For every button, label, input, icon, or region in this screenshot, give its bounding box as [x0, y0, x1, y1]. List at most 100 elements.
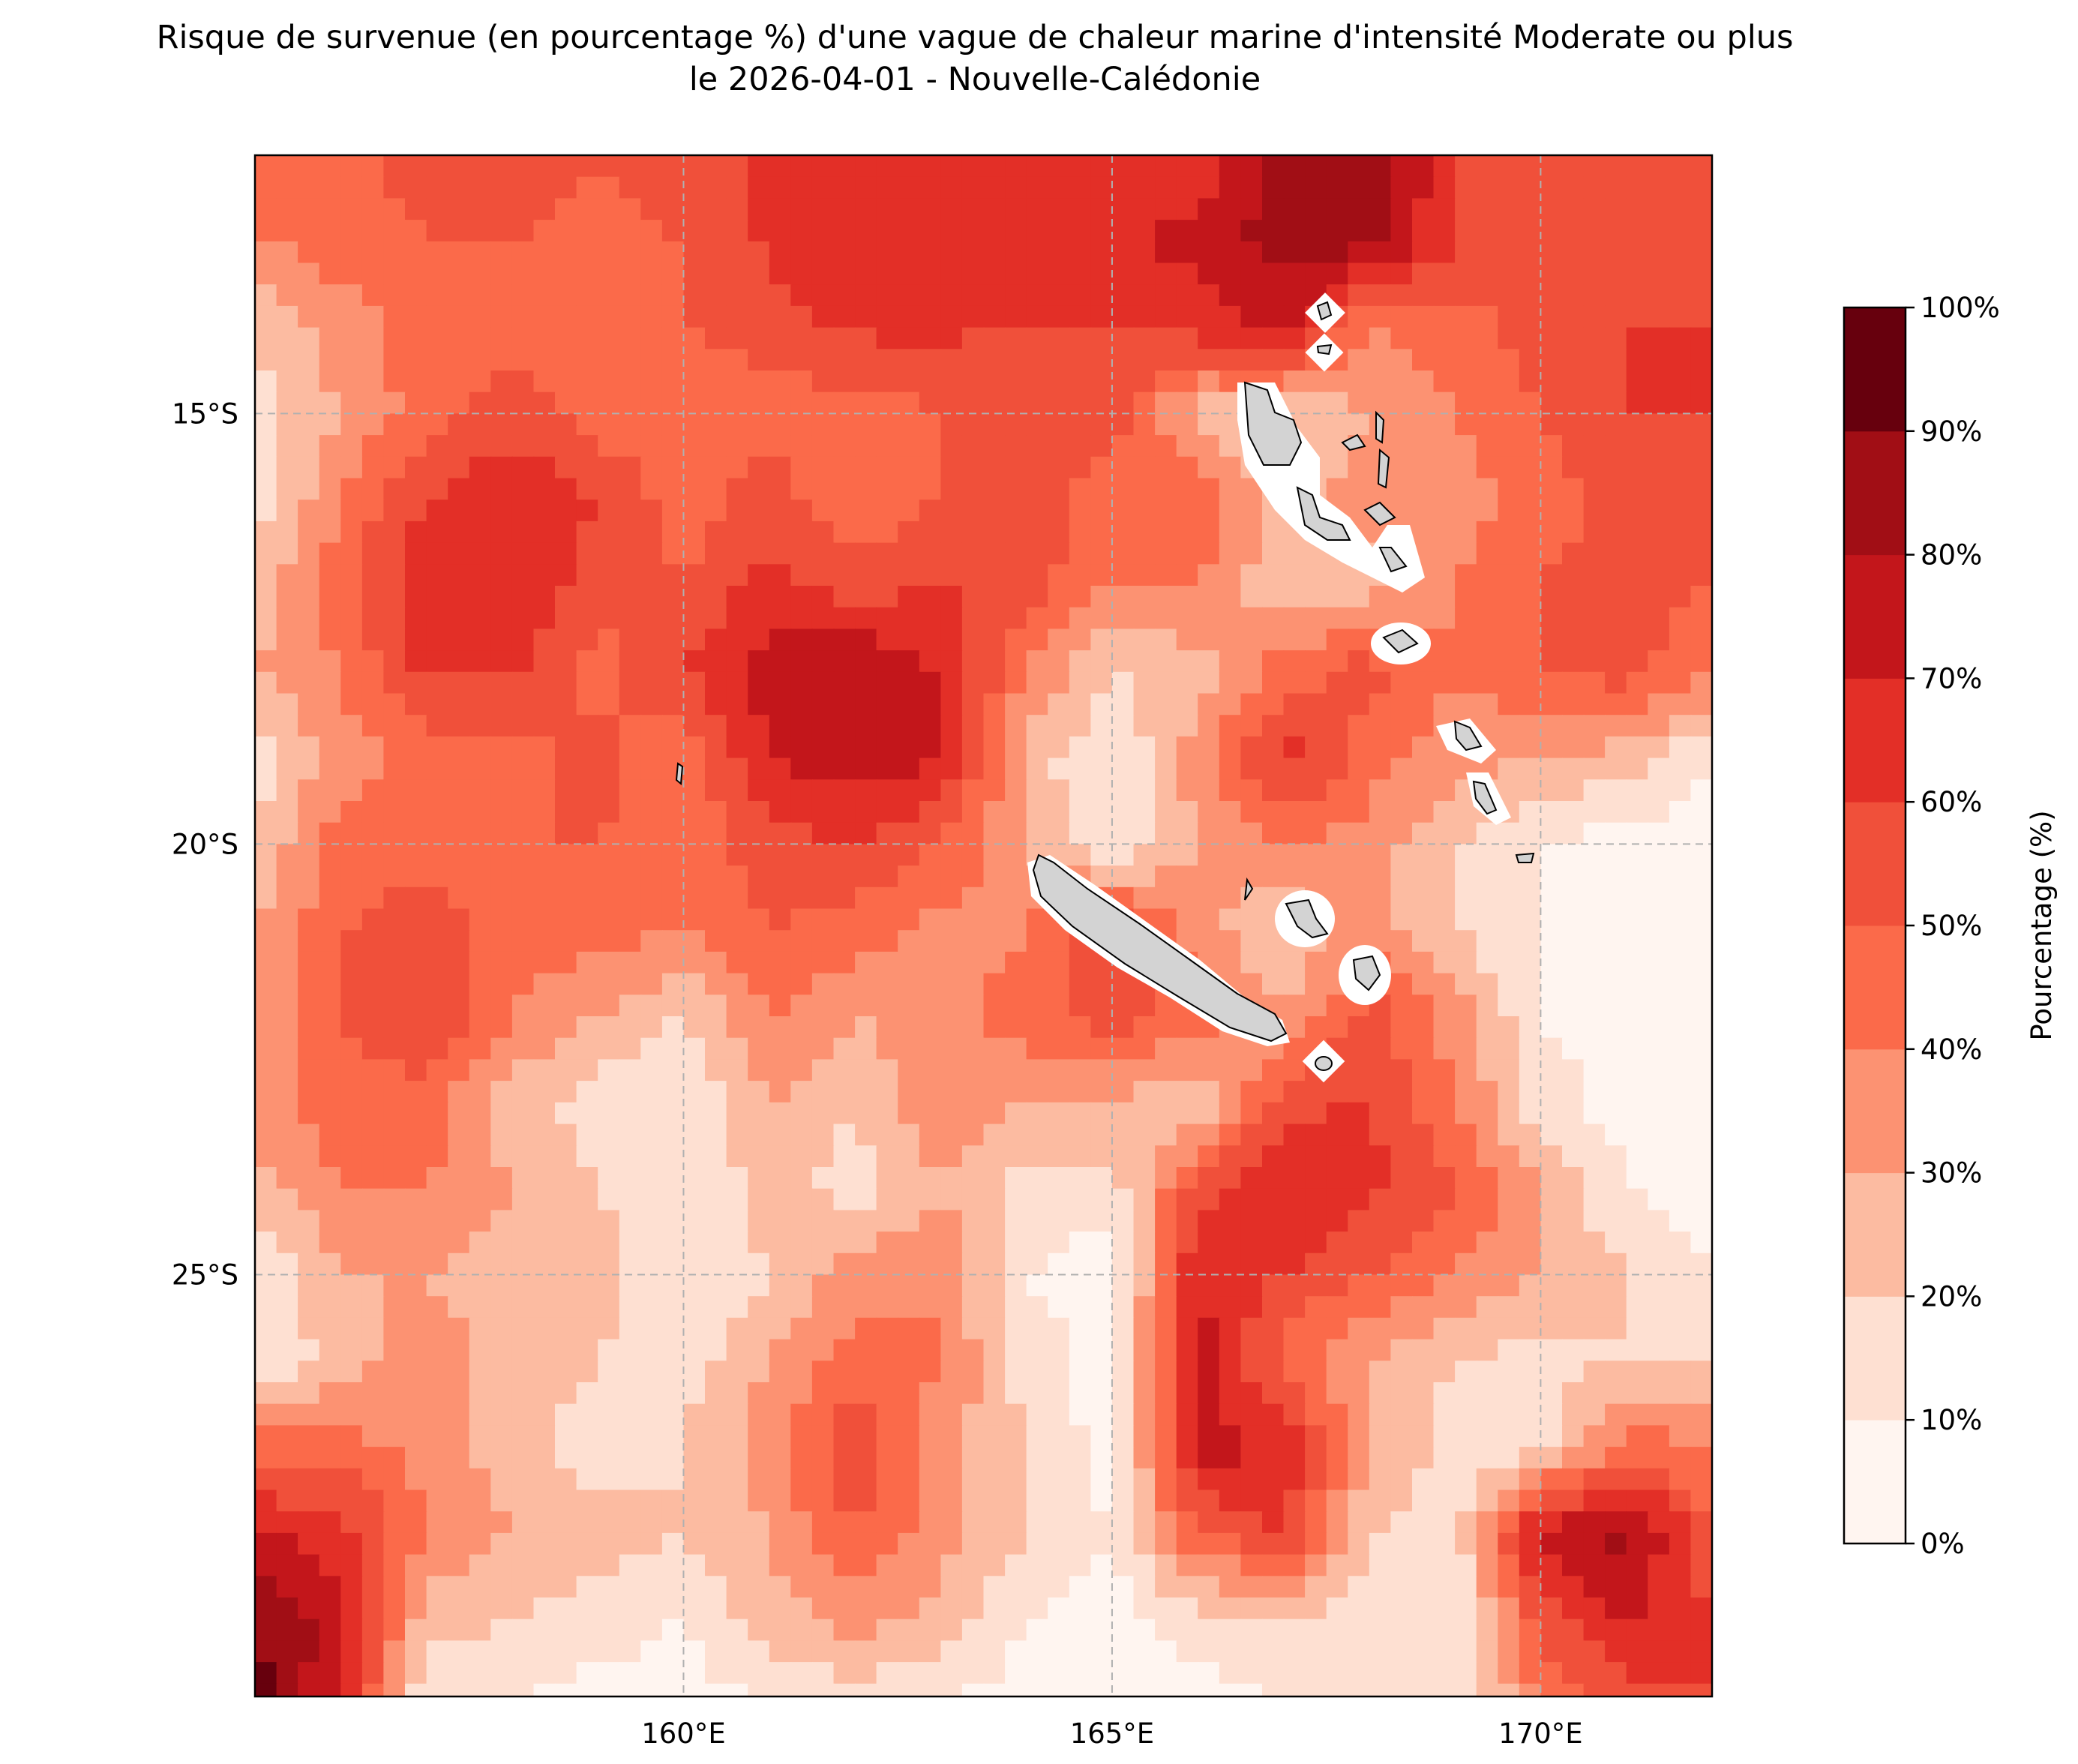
heatmap-cell [1648, 435, 1670, 458]
heatmap-cell [1069, 284, 1092, 307]
heatmap-cell [833, 994, 856, 1017]
heatmap-cell [1390, 435, 1413, 458]
heatmap-cell [855, 844, 877, 867]
heatmap-cell [276, 1490, 299, 1513]
heatmap-cell [1583, 607, 1606, 630]
heatmap-cell [1069, 822, 1092, 845]
heatmap-cell [255, 628, 277, 652]
heatmap-cell [255, 951, 277, 974]
heatmap-cell [661, 1145, 685, 1168]
heatmap-cell [876, 607, 899, 630]
heatmap-cell [340, 586, 363, 608]
heatmap-cell [769, 1403, 792, 1426]
heatmap-cell [1498, 930, 1520, 952]
heatmap-cell [1498, 1210, 1520, 1233]
heatmap-cell [919, 586, 942, 608]
heatmap-cell [1133, 1576, 1156, 1598]
heatmap-cell [511, 1554, 535, 1577]
heatmap-cell [276, 1124, 299, 1147]
heatmap-cell [898, 1274, 920, 1298]
heatmap-cell [448, 650, 470, 673]
heatmap-cell [1090, 1232, 1113, 1254]
heatmap-cell [1455, 994, 1477, 1017]
heatmap-cell [940, 1554, 963, 1577]
heatmap-cell [255, 1016, 277, 1039]
heatmap-cell [555, 520, 577, 544]
heatmap-cell [769, 908, 792, 932]
heatmap-cell [255, 822, 277, 845]
heatmap-cell [1111, 1296, 1135, 1318]
heatmap-cell [940, 435, 963, 458]
heatmap-cell [1283, 1210, 1306, 1233]
heatmap-cell [1262, 1640, 1285, 1664]
heatmap-cell [276, 758, 299, 781]
heatmap-cell [1690, 607, 1712, 630]
heatmap-cell [961, 1382, 985, 1405]
heatmap-cell [811, 370, 835, 393]
heatmap-cell [511, 586, 535, 608]
title-line-2: le 2026-04-01 - Nouvelle-Calédonie [688, 61, 1261, 98]
heatmap-cell [876, 866, 899, 888]
heatmap-cell [405, 305, 427, 328]
heatmap-cell [576, 1252, 599, 1276]
heatmap-cell [1690, 1618, 1712, 1642]
heatmap-cell [426, 1124, 449, 1147]
heatmap-cell [640, 607, 663, 630]
heatmap-cell [255, 1425, 277, 1448]
heatmap-cell [1519, 1081, 1542, 1103]
heatmap-cell [833, 1598, 856, 1620]
heatmap-cell [340, 478, 363, 501]
heatmap-cell [1305, 1232, 1327, 1254]
heatmap-cell [598, 413, 620, 436]
heatmap-cell [511, 241, 535, 264]
heatmap-cell [1605, 1425, 1627, 1448]
heatmap-cell [748, 1081, 770, 1103]
heatmap-cell [1348, 779, 1370, 802]
heatmap-cell [1133, 220, 1156, 242]
heatmap-cell [298, 413, 320, 436]
heatmap-cell [576, 886, 599, 910]
heatmap-cell [661, 1490, 685, 1513]
heatmap-cell [705, 1145, 727, 1168]
heatmap-cell [1111, 1618, 1135, 1642]
heatmap-cell [1476, 1403, 1499, 1426]
heatmap-cell [1348, 1317, 1370, 1340]
heatmap-cell [340, 392, 363, 415]
heatmap-cell [1283, 866, 1306, 888]
heatmap-cell [811, 908, 835, 932]
heatmap-cell [1005, 500, 1027, 522]
heatmap-cell [1498, 1124, 1520, 1147]
heatmap-cell [276, 349, 299, 371]
heatmap-cell [769, 1554, 792, 1577]
heatmap-cell [340, 822, 363, 845]
heatmap-cell [833, 1618, 856, 1642]
heatmap-cell [1583, 349, 1606, 371]
heatmap-cell [1712, 370, 1735, 393]
heatmap-cell [726, 1145, 749, 1168]
heatmap-cell [1433, 392, 1456, 415]
heatmap-cell [683, 1102, 706, 1125]
heatmap-cell [383, 305, 406, 328]
heatmap-cell [255, 1618, 277, 1642]
heatmap-cell [383, 1296, 406, 1318]
heatmap-cell [1390, 456, 1413, 479]
heatmap-cell [726, 1618, 749, 1642]
heatmap-cell [490, 1339, 513, 1362]
heatmap-cell [1326, 779, 1349, 802]
heatmap-cell [1455, 1274, 1477, 1298]
heatmap-cell [1519, 1145, 1542, 1168]
heatmap-cell [661, 349, 685, 371]
heatmap-cell [533, 1640, 556, 1664]
heatmap-cell [298, 1532, 320, 1556]
heatmap-cell [790, 1145, 813, 1168]
heatmap-cell [1433, 628, 1456, 652]
heatmap-cell [1326, 262, 1349, 286]
heatmap-cell [1540, 1252, 1563, 1276]
heatmap-cell [511, 392, 535, 415]
heatmap-cell [576, 1102, 599, 1125]
heatmap-cell [555, 1511, 577, 1534]
heatmap-cell [1433, 973, 1456, 996]
heatmap-cell [1133, 1317, 1156, 1340]
heatmap-cell [1348, 1447, 1370, 1469]
heatmap-cell [619, 220, 642, 242]
